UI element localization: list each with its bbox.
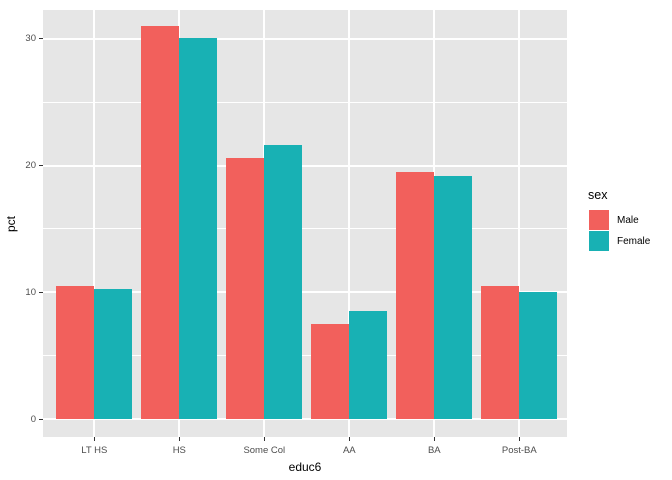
gridline-x-lt-hs	[93, 10, 96, 437]
plot-panel	[43, 10, 567, 437]
gridline-x-aa	[348, 10, 351, 437]
bar-ba-female	[434, 175, 473, 419]
y-tick-mark-30	[39, 38, 43, 40]
y-tick-label-10: 10	[25, 286, 36, 298]
bar-some-col-female	[264, 145, 303, 419]
bar-some-col-male	[226, 158, 265, 419]
bar-aa-male	[311, 323, 350, 419]
gridline-minor-5	[43, 355, 567, 357]
y-tick-label-20: 20	[25, 160, 36, 172]
bar-hs-male	[141, 26, 180, 419]
gridline-x-post-ba	[518, 10, 521, 437]
bar-post-ba-female	[519, 292, 558, 419]
x-tick-label-post-ba: Post-BA	[501, 445, 537, 456]
x-tick-mark-lt-hs	[93, 437, 95, 441]
legend-item-female: Female	[587, 231, 650, 251]
legend-swatch-female-icon	[589, 231, 609, 251]
x-axis-title: educ6	[288, 460, 322, 474]
legend-label-male: Male	[617, 214, 639, 226]
x-tick-label-aa: AA	[342, 445, 356, 456]
bar-hs-female	[179, 37, 218, 419]
x-tick-label-ba: BA	[427, 445, 441, 456]
gridline-major-30	[43, 37, 567, 40]
x-tick-mark-some-col	[263, 437, 265, 441]
bar-post-ba-male	[481, 285, 520, 419]
gridline-major-20	[43, 164, 567, 167]
gridline-minor-15	[43, 228, 567, 230]
y-tick-mark-0	[39, 418, 43, 420]
bar-ba-male	[396, 171, 435, 419]
legend-items: Male Female	[587, 210, 650, 251]
gridline-major-10	[43, 291, 567, 294]
legend: sex Male Female	[587, 188, 650, 252]
x-tick-mark-post-ba	[518, 437, 520, 441]
y-tick-label-30: 30	[25, 33, 36, 45]
x-tick-label-some-col: Some Col	[243, 445, 286, 456]
x-tick-label-lt-hs: LT HS	[81, 445, 108, 456]
y-tick-label-0: 0	[30, 413, 36, 425]
legend-item-male: Male	[587, 210, 650, 230]
bar-lt-hs-female	[94, 288, 133, 419]
gridline-major-0	[43, 418, 567, 420]
y-tick-mark-10	[39, 291, 43, 293]
x-tick-mark-ba	[433, 437, 435, 441]
y-axis-title: pct	[4, 216, 18, 233]
x-tick-mark-aa	[348, 437, 350, 441]
x-tick-mark-hs	[178, 437, 180, 441]
legend-title: sex	[588, 188, 608, 202]
y-tick-mark-20	[39, 165, 43, 167]
bar-aa-female	[349, 311, 388, 419]
bar-lt-hs-male	[56, 285, 95, 419]
gridline-minor-25	[43, 101, 567, 103]
legend-swatch-male-icon	[589, 210, 609, 230]
legend-label-female: Female	[617, 235, 651, 247]
x-tick-label-hs: HS	[172, 445, 186, 456]
